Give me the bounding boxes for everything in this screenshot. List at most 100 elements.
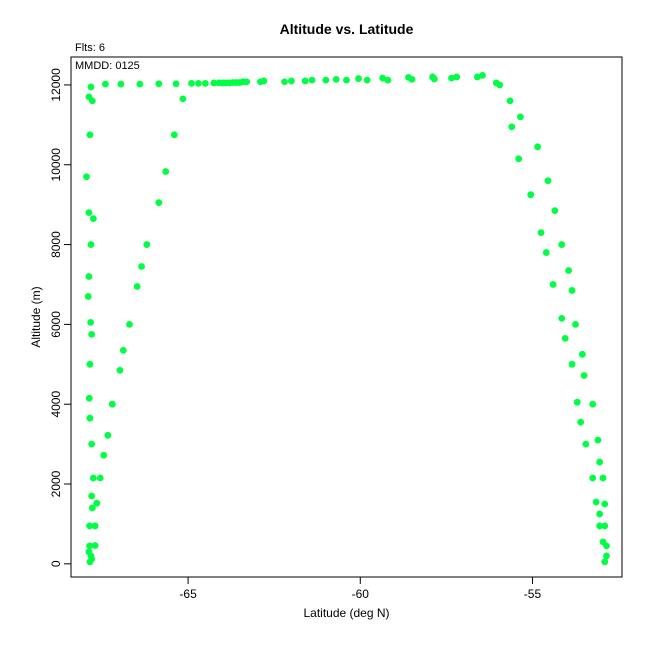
data-point <box>580 372 588 379</box>
data-point <box>558 241 566 248</box>
data-point <box>517 113 524 121</box>
data-point <box>565 267 573 274</box>
data-point <box>589 474 597 482</box>
data-point <box>89 474 97 482</box>
data-point <box>599 474 607 482</box>
data-point <box>86 131 94 139</box>
data-point <box>596 458 604 466</box>
data-point <box>195 79 202 87</box>
data-point <box>88 330 96 338</box>
data-point <box>578 350 586 358</box>
data-point <box>589 400 597 408</box>
data-point <box>85 273 93 280</box>
data-point <box>308 76 316 84</box>
data-point <box>322 76 330 84</box>
data-point <box>88 440 96 448</box>
data-point <box>363 76 371 84</box>
data-point <box>85 93 93 101</box>
data-point <box>479 71 486 79</box>
data-point <box>603 542 610 550</box>
data-point <box>88 504 96 512</box>
data-point <box>473 73 481 81</box>
y-tick-label: 8000 <box>49 231 63 258</box>
data-point <box>85 394 93 402</box>
data-point <box>143 241 151 248</box>
data-point <box>343 76 350 84</box>
data-point <box>155 199 163 207</box>
data-point <box>100 451 108 459</box>
data-point <box>384 76 392 84</box>
y-tick-label: 6000 <box>49 311 63 338</box>
data-point <box>379 74 387 82</box>
x-tick-label: -60 <box>352 587 370 601</box>
data-point <box>116 366 124 374</box>
data-point <box>155 80 163 88</box>
plot-frame <box>70 56 623 578</box>
data-point <box>603 552 610 560</box>
data-point <box>86 360 94 368</box>
x-tick-label: -65 <box>179 587 197 601</box>
data-point <box>85 548 93 556</box>
data-points <box>83 71 610 566</box>
data-point <box>355 75 362 82</box>
chart-title: Altitude vs. Latitude <box>280 21 414 37</box>
data-point <box>85 209 93 217</box>
data-point <box>201 79 209 87</box>
data-point <box>88 492 96 500</box>
data-point <box>542 249 550 256</box>
x-axis: -65 -60 -55 <box>179 577 541 601</box>
y-tick-label: 12000 <box>49 68 63 102</box>
data-point <box>496 81 504 89</box>
y-tick-label: 2000 <box>49 470 63 497</box>
data-point <box>568 360 576 368</box>
data-point <box>527 191 535 199</box>
data-point <box>544 177 552 185</box>
data-point <box>594 436 602 444</box>
data-point <box>537 229 545 236</box>
y-axis: 0 2000 4000 6000 8000 10000 12000 <box>49 68 71 567</box>
data-point <box>577 418 585 426</box>
data-point <box>83 173 90 181</box>
data-point <box>104 431 112 439</box>
data-point <box>162 168 170 175</box>
data-point <box>332 75 340 83</box>
data-point <box>172 80 180 88</box>
data-point <box>601 500 609 508</box>
data-point <box>91 542 99 549</box>
data-point <box>84 293 92 300</box>
data-point <box>408 75 416 83</box>
data-point <box>430 75 438 83</box>
data-point <box>572 320 579 328</box>
x-axis-label: Latitude (deg N) <box>303 606 389 620</box>
date-annotation: MMDD: 0125 <box>75 60 140 72</box>
data-point <box>243 78 251 86</box>
data-point <box>138 263 145 270</box>
data-point <box>534 143 542 151</box>
data-point <box>592 498 600 506</box>
data-point <box>551 207 559 215</box>
data-point <box>601 558 609 566</box>
data-point <box>86 542 93 550</box>
data-point <box>549 281 557 288</box>
data-point <box>102 80 109 88</box>
data-point <box>582 440 590 448</box>
data-point <box>506 97 514 105</box>
data-point <box>119 346 127 354</box>
data-point <box>601 522 609 530</box>
data-point <box>108 400 116 408</box>
data-point <box>561 334 569 342</box>
data-point <box>179 95 187 103</box>
data-point <box>136 80 144 88</box>
data-point <box>89 215 97 223</box>
data-point <box>508 123 516 131</box>
data-point <box>93 499 101 507</box>
data-point <box>86 414 94 422</box>
data-point <box>568 287 576 294</box>
data-point <box>453 73 461 81</box>
data-point <box>87 241 95 248</box>
data-point <box>210 79 218 87</box>
data-point <box>91 522 99 530</box>
data-point <box>87 318 95 326</box>
